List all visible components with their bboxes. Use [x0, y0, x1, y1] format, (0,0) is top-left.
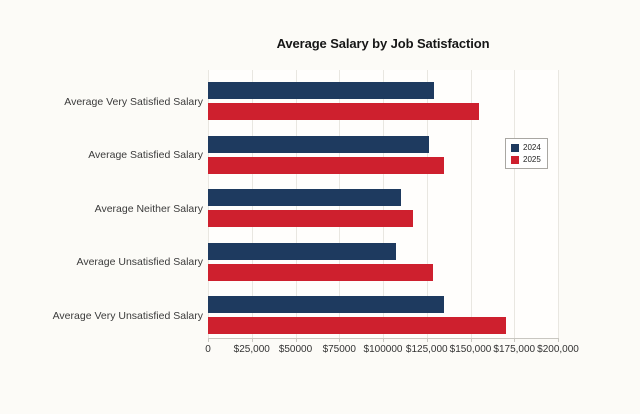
x-tick-label: $25,000: [233, 344, 270, 355]
bar-2024: [208, 135, 429, 153]
gridline: [558, 70, 559, 338]
bar-2024: [208, 189, 401, 207]
bar-2025: [208, 103, 480, 120]
legend-label: 2024: [523, 143, 541, 152]
x-axis-tick: [208, 338, 209, 342]
gridline: [426, 70, 428, 338]
plot-area: [208, 70, 559, 338]
x-tick-label: $100000: [363, 344, 403, 355]
x-axis-tick: [426, 338, 428, 342]
legend-swatch-2025: [511, 155, 519, 164]
x-tick-label: $125,000: [405, 344, 448, 355]
x-axis-tick: [295, 338, 297, 342]
legend: 2024 2025: [505, 138, 548, 169]
bar-2024: [208, 296, 445, 314]
bar-2025: [208, 210, 413, 228]
x-axis-tick: [558, 338, 559, 342]
y-category-label: Average Very Satisfied Salary: [64, 95, 203, 108]
x-axis-tick: [514, 338, 516, 342]
legend-entry-2024: 2024: [511, 143, 541, 152]
y-category-label: Average Satisfied Salary: [88, 149, 203, 162]
x-tick-label: $150,000: [449, 344, 492, 355]
x-axis-tick: [339, 338, 341, 342]
y-category-label: Average Neither Salary: [94, 202, 203, 215]
legend-swatch-2024: [511, 143, 519, 152]
x-axis-tick: [383, 338, 384, 342]
x-tick-label: $200,000: [537, 344, 579, 355]
x-axis-tick: [470, 338, 472, 342]
x-tick-label: $175,000: [493, 344, 536, 355]
y-category-label: Average Unsatisfied Salary: [76, 256, 203, 269]
x-tick-label: $50000: [278, 344, 313, 355]
bar-2024: [208, 242, 397, 260]
x-tick-label: $75000: [322, 344, 356, 355]
y-category-label: Average Very Unsatisfied Salary: [52, 309, 203, 322]
x-axis-tick: [251, 338, 253, 342]
legend-entry-2025: 2025: [511, 155, 541, 164]
gridline: [514, 70, 516, 338]
bar-2024: [208, 82, 434, 99]
bar-2025: [208, 263, 433, 281]
x-tick-label: 0: [205, 344, 211, 355]
bar-2025: [208, 317, 506, 335]
bar-2025: [208, 156, 445, 174]
legend-label: 2025: [523, 155, 541, 164]
gridline: [470, 70, 472, 338]
chart-title: Average Salary by Job Satisfaction: [276, 36, 490, 51]
